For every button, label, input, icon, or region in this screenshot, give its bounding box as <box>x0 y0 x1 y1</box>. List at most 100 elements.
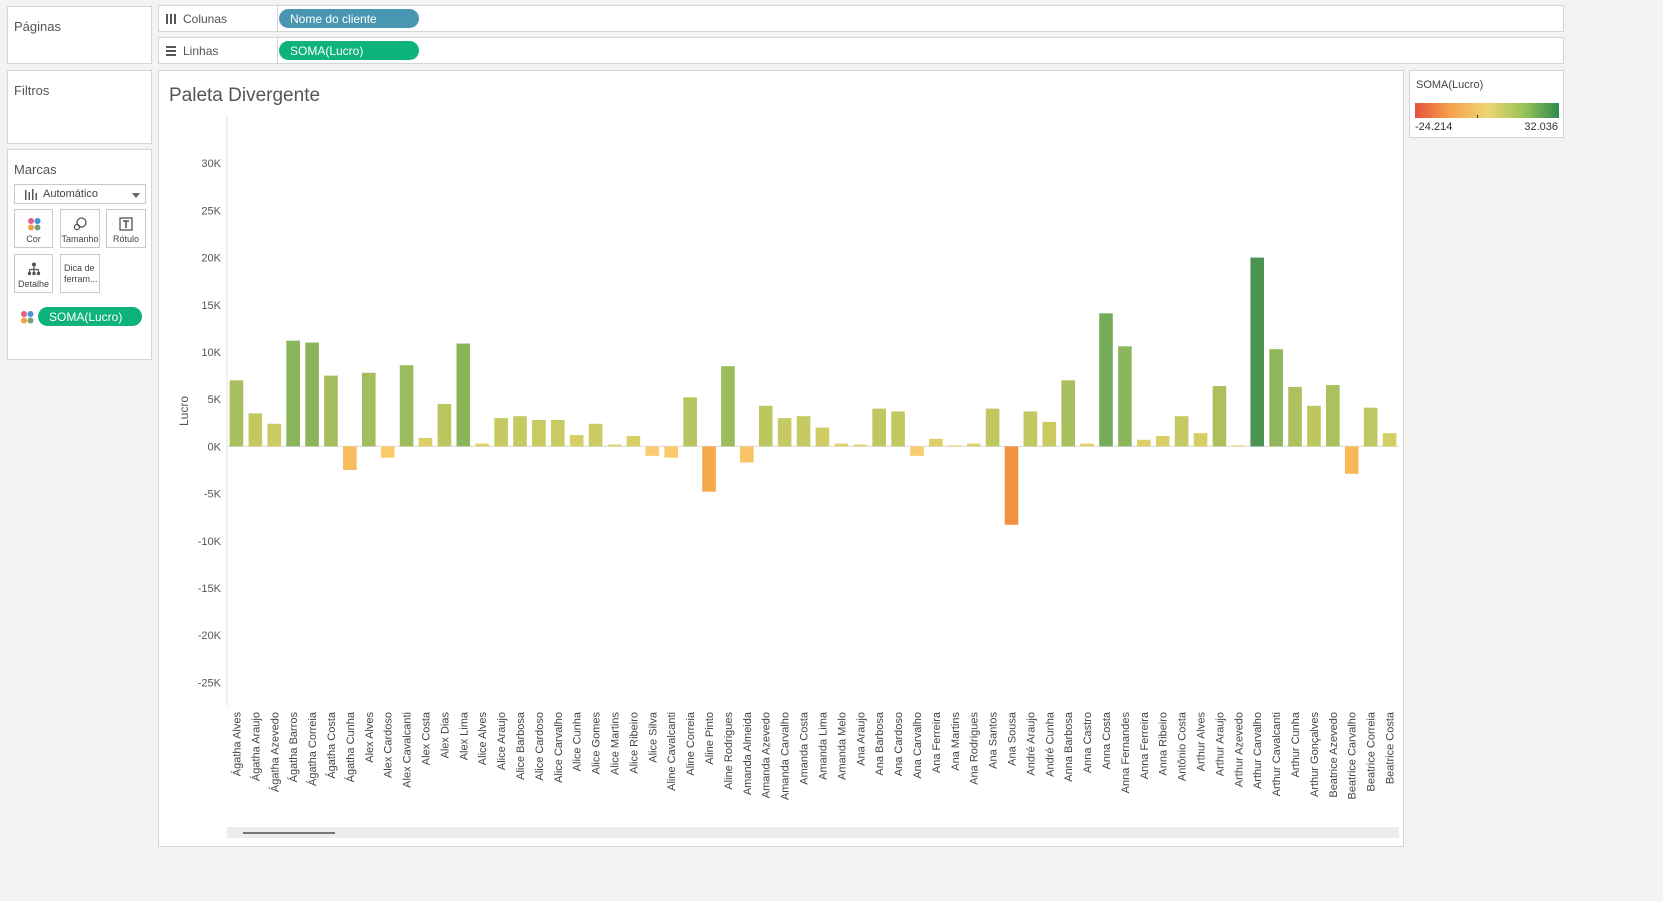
bar[interactable] <box>1099 313 1113 447</box>
color-button-label: Cor <box>26 234 41 244</box>
bar[interactable] <box>1193 433 1208 447</box>
bar[interactable] <box>399 365 414 447</box>
bar[interactable] <box>361 372 376 447</box>
mark-type-dropdown[interactable]: Automático <box>14 184 146 204</box>
color-measure-pill[interactable]: SOMA(Lucro) <box>38 307 142 326</box>
bar[interactable] <box>645 446 660 456</box>
bar[interactable] <box>1326 385 1340 447</box>
bar[interactable] <box>418 437 433 447</box>
bar[interactable] <box>702 446 716 492</box>
bar-chart[interactable]: 30K 25K 20K 15K 10K 5K 0K -5K -10K -15K -20K -25K Á… <box>159 71 1403 846</box>
pages-panel: Páginas <box>7 6 152 64</box>
bar[interactable] <box>683 397 697 447</box>
bar[interactable] <box>494 418 508 447</box>
x-tick-label: Alex Costa <box>420 711 432 765</box>
bar[interactable] <box>607 444 622 447</box>
color-button[interactable]: Cor <box>14 209 53 248</box>
bar[interactable] <box>1023 411 1038 447</box>
sum-profit-pill[interactable]: SOMA(Lucro) <box>279 41 419 60</box>
bar[interactable] <box>267 423 282 447</box>
bar[interactable] <box>456 343 471 447</box>
label-button[interactable]: Rótulo <box>106 209 146 248</box>
bar[interactable] <box>343 446 357 470</box>
bar[interactable] <box>1080 443 1094 447</box>
bar[interactable] <box>758 405 773 447</box>
filters-panel[interactable]: Filtros <box>7 70 152 144</box>
customer-name-pill[interactable]: Nome do cliente <box>279 9 419 28</box>
x-tick-label: Anna Fernandes <box>1120 712 1132 794</box>
legend-min-label: -24.214 <box>1415 121 1453 133</box>
bar[interactable] <box>1004 446 1019 525</box>
bar[interactable] <box>966 443 981 447</box>
legend-midpoint-marker <box>1477 115 1478 118</box>
tooltip-button[interactable]: Dica de ferram... <box>60 254 100 293</box>
bar[interactable] <box>1382 433 1397 447</box>
chart-title: Paleta Divergente <box>169 85 321 106</box>
detail-button-label: Detalhe <box>17 279 50 289</box>
bar[interactable] <box>834 443 849 447</box>
bar[interactable] <box>305 342 319 447</box>
x-tick-label: Arthur Azevedo <box>1233 712 1245 787</box>
bar[interactable] <box>891 411 905 447</box>
bar[interactable] <box>1061 380 1075 447</box>
x-tick-label: Alice Gomes <box>591 712 603 775</box>
detail-button[interactable]: Detalhe <box>14 254 53 293</box>
bar[interactable] <box>740 446 754 463</box>
bar[interactable] <box>777 418 792 447</box>
bar[interactable] <box>872 408 886 447</box>
chevron-down-icon <box>132 193 140 198</box>
columns-shelf-label: Colunas <box>159 6 278 31</box>
x-tick-label: Ana Rodrigues <box>969 712 981 785</box>
horizontal-scrollbar[interactable] <box>227 827 1399 838</box>
bar[interactable] <box>248 413 263 447</box>
x-tick-label: Alex Lima <box>458 711 470 760</box>
bar[interactable] <box>1118 346 1132 447</box>
bar[interactable] <box>286 340 300 447</box>
bar[interactable] <box>1250 257 1265 447</box>
bar[interactable] <box>1155 436 1170 447</box>
bar[interactable] <box>910 446 924 456</box>
bar[interactable] <box>513 416 527 447</box>
bar[interactable] <box>1363 407 1378 447</box>
bar[interactable] <box>1269 349 1283 447</box>
bar[interactable] <box>853 444 868 447</box>
bar[interactable] <box>380 446 395 458</box>
bar[interactable] <box>569 435 584 447</box>
rows-label: Linhas <box>183 43 219 58</box>
bar[interactable] <box>815 427 830 447</box>
bar[interactable] <box>1231 445 1246 447</box>
x-tick-label: Beatrice Carvalho <box>1347 712 1359 799</box>
bar[interactable] <box>1137 439 1151 447</box>
size-button[interactable]: Tamanho <box>60 209 100 248</box>
bar[interactable] <box>721 366 735 447</box>
bar[interactable] <box>437 403 452 447</box>
x-tick-label: Ana Ferreira <box>931 711 943 773</box>
y-tick-label: 25K <box>201 205 221 217</box>
bar[interactable] <box>626 436 641 447</box>
bar[interactable] <box>796 416 811 447</box>
bar[interactable] <box>551 419 565 447</box>
x-tick-label: Alex Dias <box>439 712 451 759</box>
bar[interactable] <box>229 380 244 447</box>
bar[interactable] <box>1042 421 1057 447</box>
label-button-label: Rótulo <box>112 234 139 244</box>
x-tick-label: Ana Carvalho <box>912 712 924 779</box>
bar[interactable] <box>947 445 962 447</box>
bar[interactable] <box>1288 386 1302 447</box>
bar[interactable] <box>588 423 603 447</box>
x-tick-label: Beatrice Costa <box>1385 711 1397 784</box>
bar[interactable] <box>1344 446 1359 474</box>
bar[interactable] <box>532 419 546 447</box>
bar[interactable] <box>929 438 943 447</box>
bar[interactable] <box>664 446 679 458</box>
bar[interactable] <box>1307 405 1321 447</box>
x-tick-label: Ana Araujo <box>855 712 867 766</box>
bar[interactable] <box>1174 416 1189 447</box>
x-tick-label: Alice Cunha <box>572 711 584 771</box>
scrollbar-thumb[interactable] <box>243 832 335 834</box>
bar[interactable] <box>1212 385 1227 447</box>
bar[interactable] <box>324 375 338 447</box>
y-tick-label: -15K <box>198 583 222 595</box>
bar[interactable] <box>985 408 1000 447</box>
bar[interactable] <box>475 443 489 447</box>
